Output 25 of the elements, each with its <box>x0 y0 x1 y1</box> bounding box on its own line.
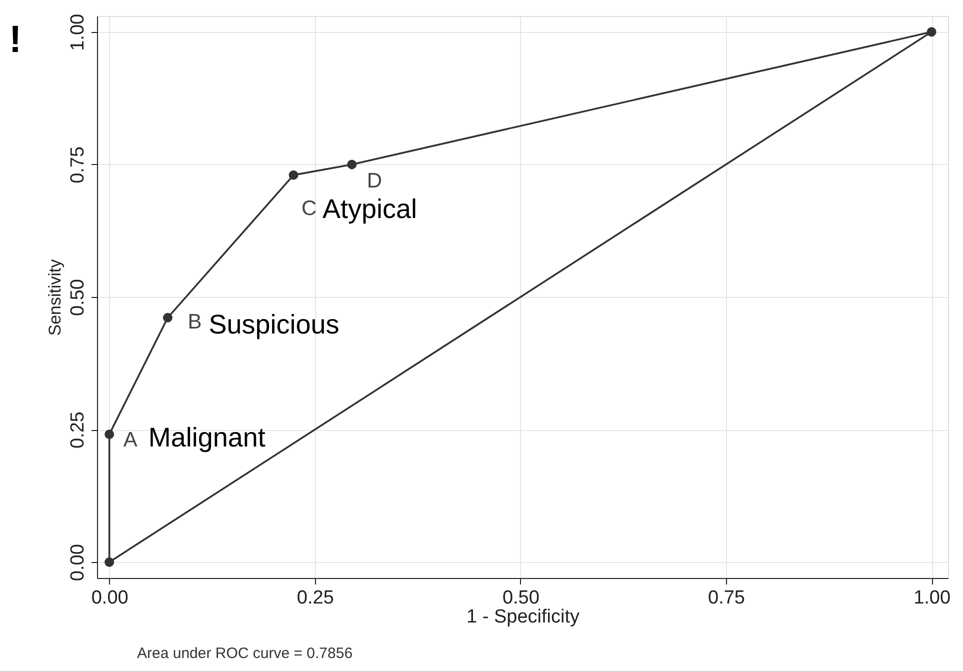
x-axis-title: 1 - Specificity <box>466 606 580 628</box>
text: ! <box>9 19 22 61</box>
annotation: A <box>123 428 138 452</box>
annotation: C <box>302 197 317 220</box>
x-tick-label: 0.25 <box>296 588 334 608</box>
y-tick-label: 0.00 <box>68 544 88 582</box>
text: Area under ROC curve = 0.7856 <box>137 645 353 662</box>
annotation: Atypical <box>322 194 418 224</box>
y-axis-title: Sensitivity <box>46 258 64 336</box>
annotation: B <box>188 310 202 334</box>
x-tick-label: 1.00 <box>914 588 951 608</box>
point <box>162 312 172 322</box>
point <box>104 430 114 440</box>
point <box>347 160 357 170</box>
x-tick-label: 0.75 <box>708 588 745 608</box>
y-tick-label: 1.00 <box>68 14 88 51</box>
y-tick-label: 0.50 <box>68 279 88 316</box>
annotation: Suspicious <box>208 310 340 340</box>
point <box>288 170 298 180</box>
annotation: Malignant <box>148 422 266 452</box>
annotation: D <box>366 169 382 192</box>
x-tick-label: 0.00 <box>91 588 128 608</box>
x-tick-label: 0.50 <box>502 588 540 608</box>
y-tick-label: 0.25 <box>68 412 88 449</box>
y-tick-label: 0.75 <box>68 146 88 184</box>
